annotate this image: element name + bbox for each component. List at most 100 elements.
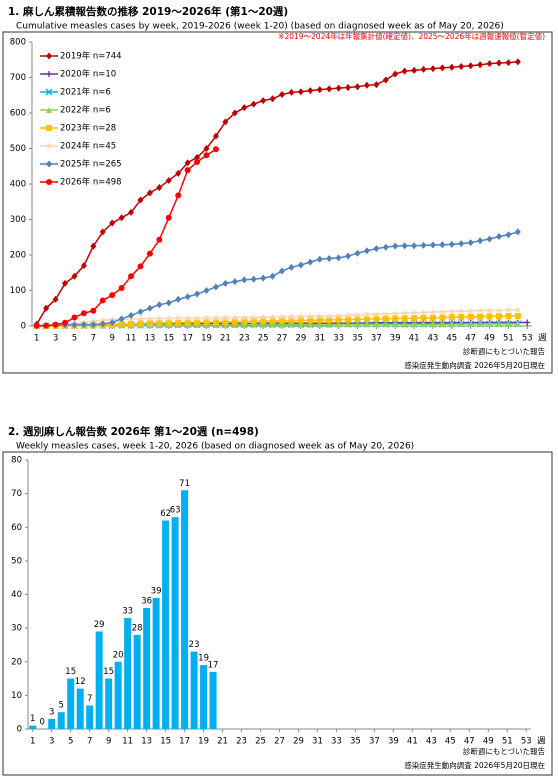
marker bbox=[194, 319, 201, 326]
value-label: 28 bbox=[132, 623, 143, 633]
marker bbox=[514, 320, 521, 327]
value-label: 1 bbox=[30, 714, 35, 724]
marker bbox=[354, 321, 361, 328]
marker bbox=[372, 310, 380, 318]
marker bbox=[269, 95, 276, 103]
marker bbox=[467, 320, 474, 327]
marker bbox=[184, 319, 191, 326]
x-tick-label: 33 bbox=[331, 737, 342, 747]
marker bbox=[165, 176, 172, 184]
x-tick-label: 5 bbox=[68, 737, 73, 747]
marker bbox=[137, 320, 144, 327]
value-label: 29 bbox=[94, 620, 105, 630]
footnote: 診断週にもとづいた報告 bbox=[463, 746, 546, 756]
legend-label: 2020年 n=10 bbox=[60, 69, 116, 80]
marker bbox=[241, 276, 248, 284]
marker bbox=[231, 278, 238, 286]
marker bbox=[467, 313, 474, 320]
x-tick-label: 39 bbox=[390, 334, 401, 344]
marker bbox=[419, 308, 428, 316]
series-line bbox=[36, 323, 518, 327]
marker bbox=[137, 196, 144, 204]
marker bbox=[297, 88, 304, 96]
x-tick-label: 43 bbox=[428, 334, 439, 344]
value-label: 3 bbox=[49, 707, 54, 717]
marker bbox=[495, 313, 502, 320]
marker bbox=[46, 71, 52, 77]
x-tick-label: 11 bbox=[126, 334, 137, 344]
marker bbox=[307, 317, 314, 324]
marker bbox=[485, 306, 494, 314]
x-tick-label: 7 bbox=[91, 334, 96, 344]
marker bbox=[354, 316, 361, 323]
marker bbox=[165, 314, 173, 322]
marker bbox=[222, 118, 229, 126]
marker bbox=[231, 109, 238, 117]
x-tick-label: 37 bbox=[369, 737, 380, 747]
legend-label: 2024年 n=45 bbox=[60, 141, 116, 152]
value-label: 15 bbox=[103, 667, 114, 677]
marker bbox=[420, 65, 427, 73]
marker bbox=[495, 306, 503, 314]
marker bbox=[401, 242, 408, 250]
marker bbox=[353, 311, 362, 319]
bar bbox=[76, 688, 84, 729]
marker bbox=[71, 321, 78, 329]
x-tick-label: 53 bbox=[522, 334, 533, 344]
marker bbox=[344, 311, 352, 319]
marker bbox=[382, 243, 389, 251]
marker bbox=[203, 145, 210, 152]
marker bbox=[268, 313, 277, 321]
x-tick-label: 29 bbox=[293, 737, 304, 747]
marker bbox=[80, 262, 87, 270]
x-tick-label: 1 bbox=[30, 737, 35, 747]
marker bbox=[45, 142, 53, 150]
marker bbox=[429, 65, 436, 73]
marker bbox=[279, 321, 285, 328]
marker bbox=[297, 261, 304, 269]
y-tick-label: 100 bbox=[10, 286, 26, 296]
marker bbox=[439, 64, 446, 72]
x-tick-label: 37 bbox=[371, 334, 382, 344]
x-tick-label: 3 bbox=[53, 334, 58, 344]
marker bbox=[221, 314, 230, 321]
chart-subtitle: Cumulative measles cases by week, 2019-2… bbox=[16, 22, 504, 32]
value-label: 15 bbox=[65, 667, 76, 677]
bar bbox=[162, 520, 170, 729]
marker bbox=[52, 321, 59, 328]
marker bbox=[504, 306, 513, 314]
legend-label: 2021年 n=6 bbox=[60, 87, 111, 98]
marker bbox=[458, 240, 465, 248]
bar bbox=[152, 597, 160, 729]
legend-label: 2022年 n=6 bbox=[60, 105, 111, 116]
value-label: 33 bbox=[122, 607, 133, 617]
marker bbox=[118, 321, 125, 328]
bar bbox=[171, 517, 179, 729]
marker bbox=[194, 153, 201, 161]
value-label: 12 bbox=[75, 677, 86, 687]
marker bbox=[71, 272, 78, 280]
series-line bbox=[36, 309, 518, 327]
marker bbox=[382, 315, 389, 322]
marker bbox=[420, 314, 427, 321]
marker bbox=[477, 313, 484, 320]
marker bbox=[334, 311, 343, 319]
marker bbox=[241, 104, 248, 112]
marker bbox=[401, 67, 408, 75]
x-tick-label: 35 bbox=[352, 334, 363, 344]
marker bbox=[46, 52, 52, 60]
x-tick-label: 9 bbox=[109, 334, 114, 344]
marker bbox=[203, 319, 210, 326]
marker bbox=[203, 287, 210, 294]
marker bbox=[514, 58, 521, 66]
marker bbox=[278, 312, 286, 320]
x-tick-label: 41 bbox=[409, 334, 420, 344]
x-tick-label: 13 bbox=[145, 334, 156, 344]
marker bbox=[326, 321, 333, 328]
x-tick-label: 49 bbox=[483, 737, 494, 747]
marker bbox=[363, 321, 370, 328]
chart-title: 2. 週別麻しん報告数 2026年 第1～20週 (n=498) bbox=[8, 425, 259, 438]
marker bbox=[279, 91, 285, 99]
value-label: 23 bbox=[189, 640, 200, 650]
y-tick-label: 200 bbox=[10, 251, 26, 261]
